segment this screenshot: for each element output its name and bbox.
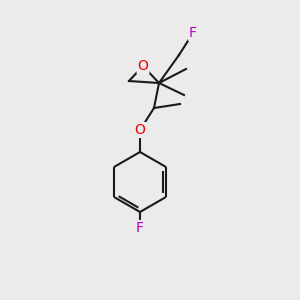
Text: F: F	[136, 221, 144, 235]
Text: F: F	[189, 26, 197, 40]
Text: O: O	[138, 59, 148, 73]
Text: O: O	[135, 123, 146, 137]
